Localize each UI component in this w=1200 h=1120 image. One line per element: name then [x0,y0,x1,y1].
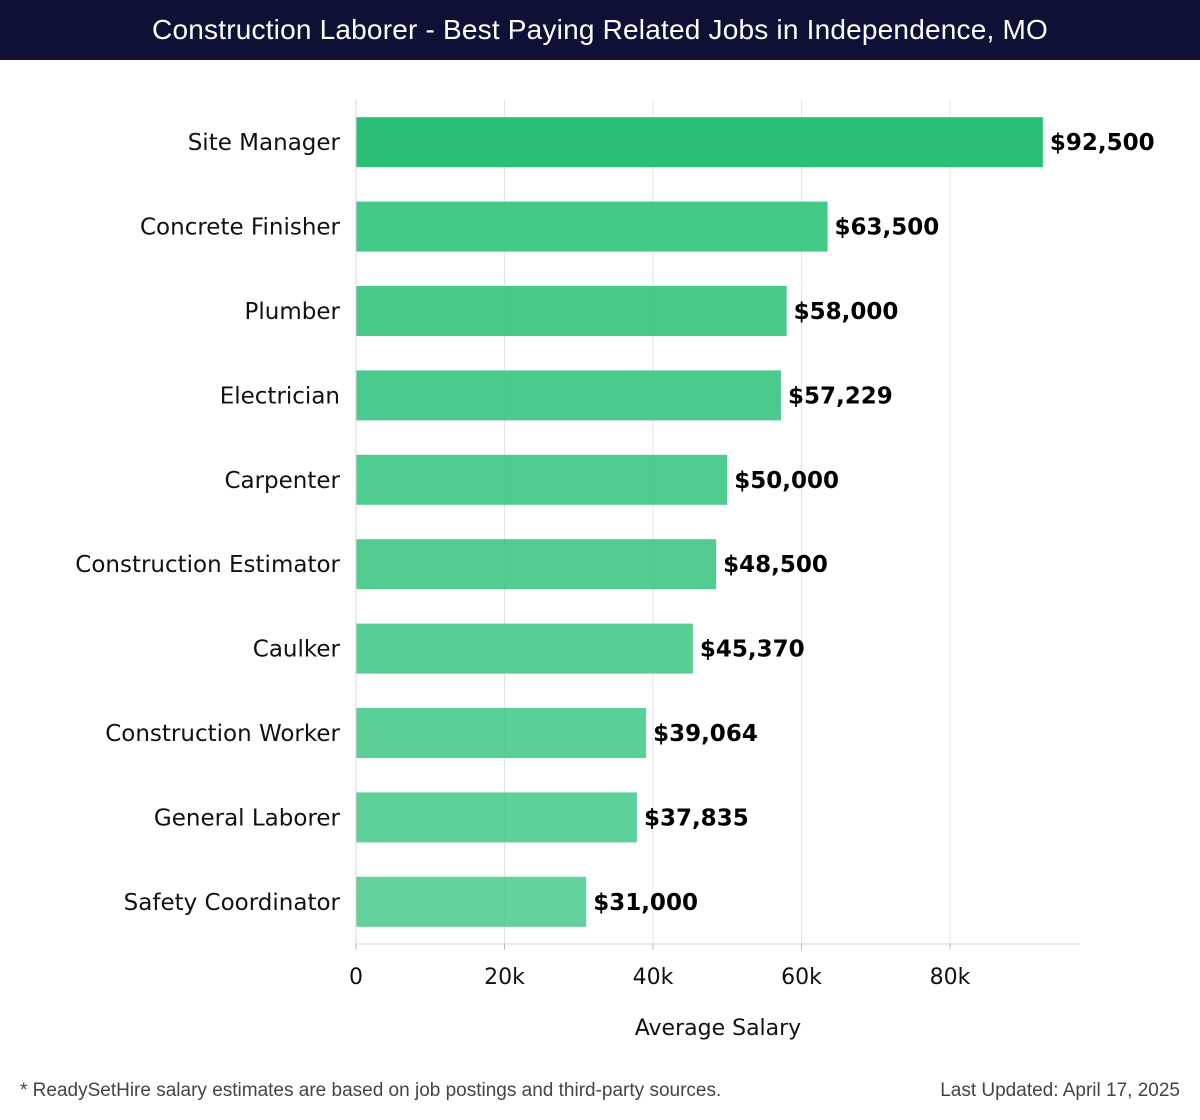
category-label-carpenter: Carpenter [224,468,340,494]
category-label-safety-coordinator: Safety Coordinator [124,890,341,916]
value-label-carpenter: $50,000 [734,468,839,494]
last-updated: Last Updated: April 17, 2025 [940,1080,1180,1101]
category-label-electrician: Electrician [220,383,340,409]
value-label-site-manager: $92,500 [1050,130,1155,156]
bar-chart: Site Manager $92,500 Concrete Finisher $63,… [75,100,1155,1041]
bar-general-laborer [356,792,637,843]
value-label-general-laborer: $37,835 [644,805,749,831]
bar-construction-worker [356,708,647,758]
x-tick-label-20k: 20k [484,965,525,990]
category-label-construction-worker: Construction Worker [105,721,340,747]
category-label-general-laborer: General Laborer [154,805,341,831]
value-label-concrete-finisher: $63,500 [835,215,940,241]
x-tick-label-0: 0 [349,965,363,990]
bar-construction-estimator [356,539,717,590]
bar-safety-coordinator [356,876,587,927]
bar-electrician [356,370,781,421]
x-tick-label-80k: 80k [930,965,971,990]
bar-carpenter [356,454,728,505]
category-label-concrete-finisher: Concrete Finisher [140,215,341,241]
bar-site-manager [356,117,1043,168]
category-label-caulker: Caulker [253,637,341,663]
value-label-construction-worker: $39,064 [653,721,758,747]
value-label-caulker: $45,370 [700,637,805,663]
x-axis-title: Average Salary [635,1016,801,1041]
value-label-plumber: $58,000 [794,299,899,325]
bar-concrete-finisher [356,201,828,252]
value-label-electrician: $57,229 [788,383,893,409]
chart-title: Construction Laborer - Best Paying Relat… [0,0,1200,60]
category-label-site-manager: Site Manager [188,130,341,156]
bar-caulker [356,623,693,674]
value-label-safety-coordinator: $31,000 [593,890,698,916]
value-label-construction-estimator: $48,500 [723,552,828,578]
category-label-plumber: Plumber [245,299,341,325]
category-label-construction-estimator: Construction Estimator [75,552,340,578]
x-tick-label-40k: 40k [633,965,674,990]
footer-note: * ReadySetHire salary estimates are base… [20,1080,722,1101]
x-tick-label-60k: 60k [781,965,822,990]
bar-plumber [356,286,787,336]
